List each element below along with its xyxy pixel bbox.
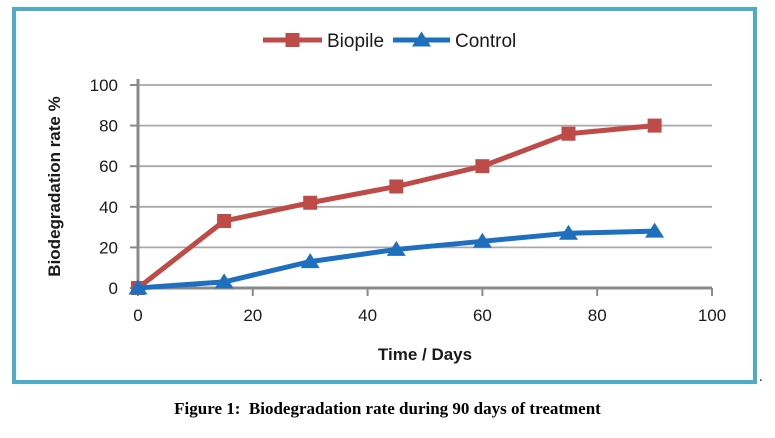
x-tick-label-60: 60 [473, 306, 492, 325]
biopile-marker-day-30 [303, 195, 318, 210]
y-axis-title: Biodegradation rate % [45, 96, 64, 276]
control-marker-day-30 [300, 253, 320, 269]
biopile-marker-day-15 [217, 214, 232, 229]
control-marker-day-15 [214, 273, 234, 289]
x-tick-label-80: 80 [588, 306, 607, 325]
biopile-marker-day-60 [475, 159, 490, 174]
chart-svg: 0 20 40 60 80 100 0 20 40 60 80 100 Time / Days Biode… [45, 31, 726, 364]
legend-label-control: Control [455, 31, 516, 52]
control-marker-day-60 [472, 232, 492, 248]
chart-border-box: 0 20 40 60 80 100 0 20 40 60 80 100 Time / Days Biode… [12, 7, 757, 384]
x-tick-label-100: 100 [698, 306, 726, 325]
biopile-marker-day-75 [561, 126, 576, 141]
biopile-marker-day-90 [647, 118, 662, 133]
x-tick-label-0: 0 [133, 306, 142, 325]
x-tick-label-20: 20 [243, 306, 262, 325]
trailing-period: . [759, 369, 763, 385]
figure-caption: Figure 1: Biodegradation rate during 90 … [174, 399, 601, 418]
control-marker-day-0 [128, 279, 148, 295]
x-tick-label-40: 40 [358, 306, 377, 325]
legend-square-icon [285, 33, 300, 47]
control-marker-day-90 [645, 222, 665, 238]
control-marker-day-75 [559, 224, 578, 240]
y-tick-label-60: 60 [99, 157, 118, 176]
biopile-marker-day-45 [389, 179, 404, 194]
y-tick-label-0: 0 [109, 279, 118, 298]
y-tick-label-20: 20 [99, 238, 118, 257]
control-marker-day-45 [386, 240, 406, 256]
y-tick-label-40: 40 [99, 198, 118, 217]
legend-triangle-icon [412, 31, 431, 47]
y-tick-label-80: 80 [99, 117, 118, 136]
x-axis-title: Time / Days [378, 345, 472, 364]
y-tick-label-100: 100 [90, 76, 118, 95]
legend-label-biopile: Biopile [327, 31, 384, 52]
